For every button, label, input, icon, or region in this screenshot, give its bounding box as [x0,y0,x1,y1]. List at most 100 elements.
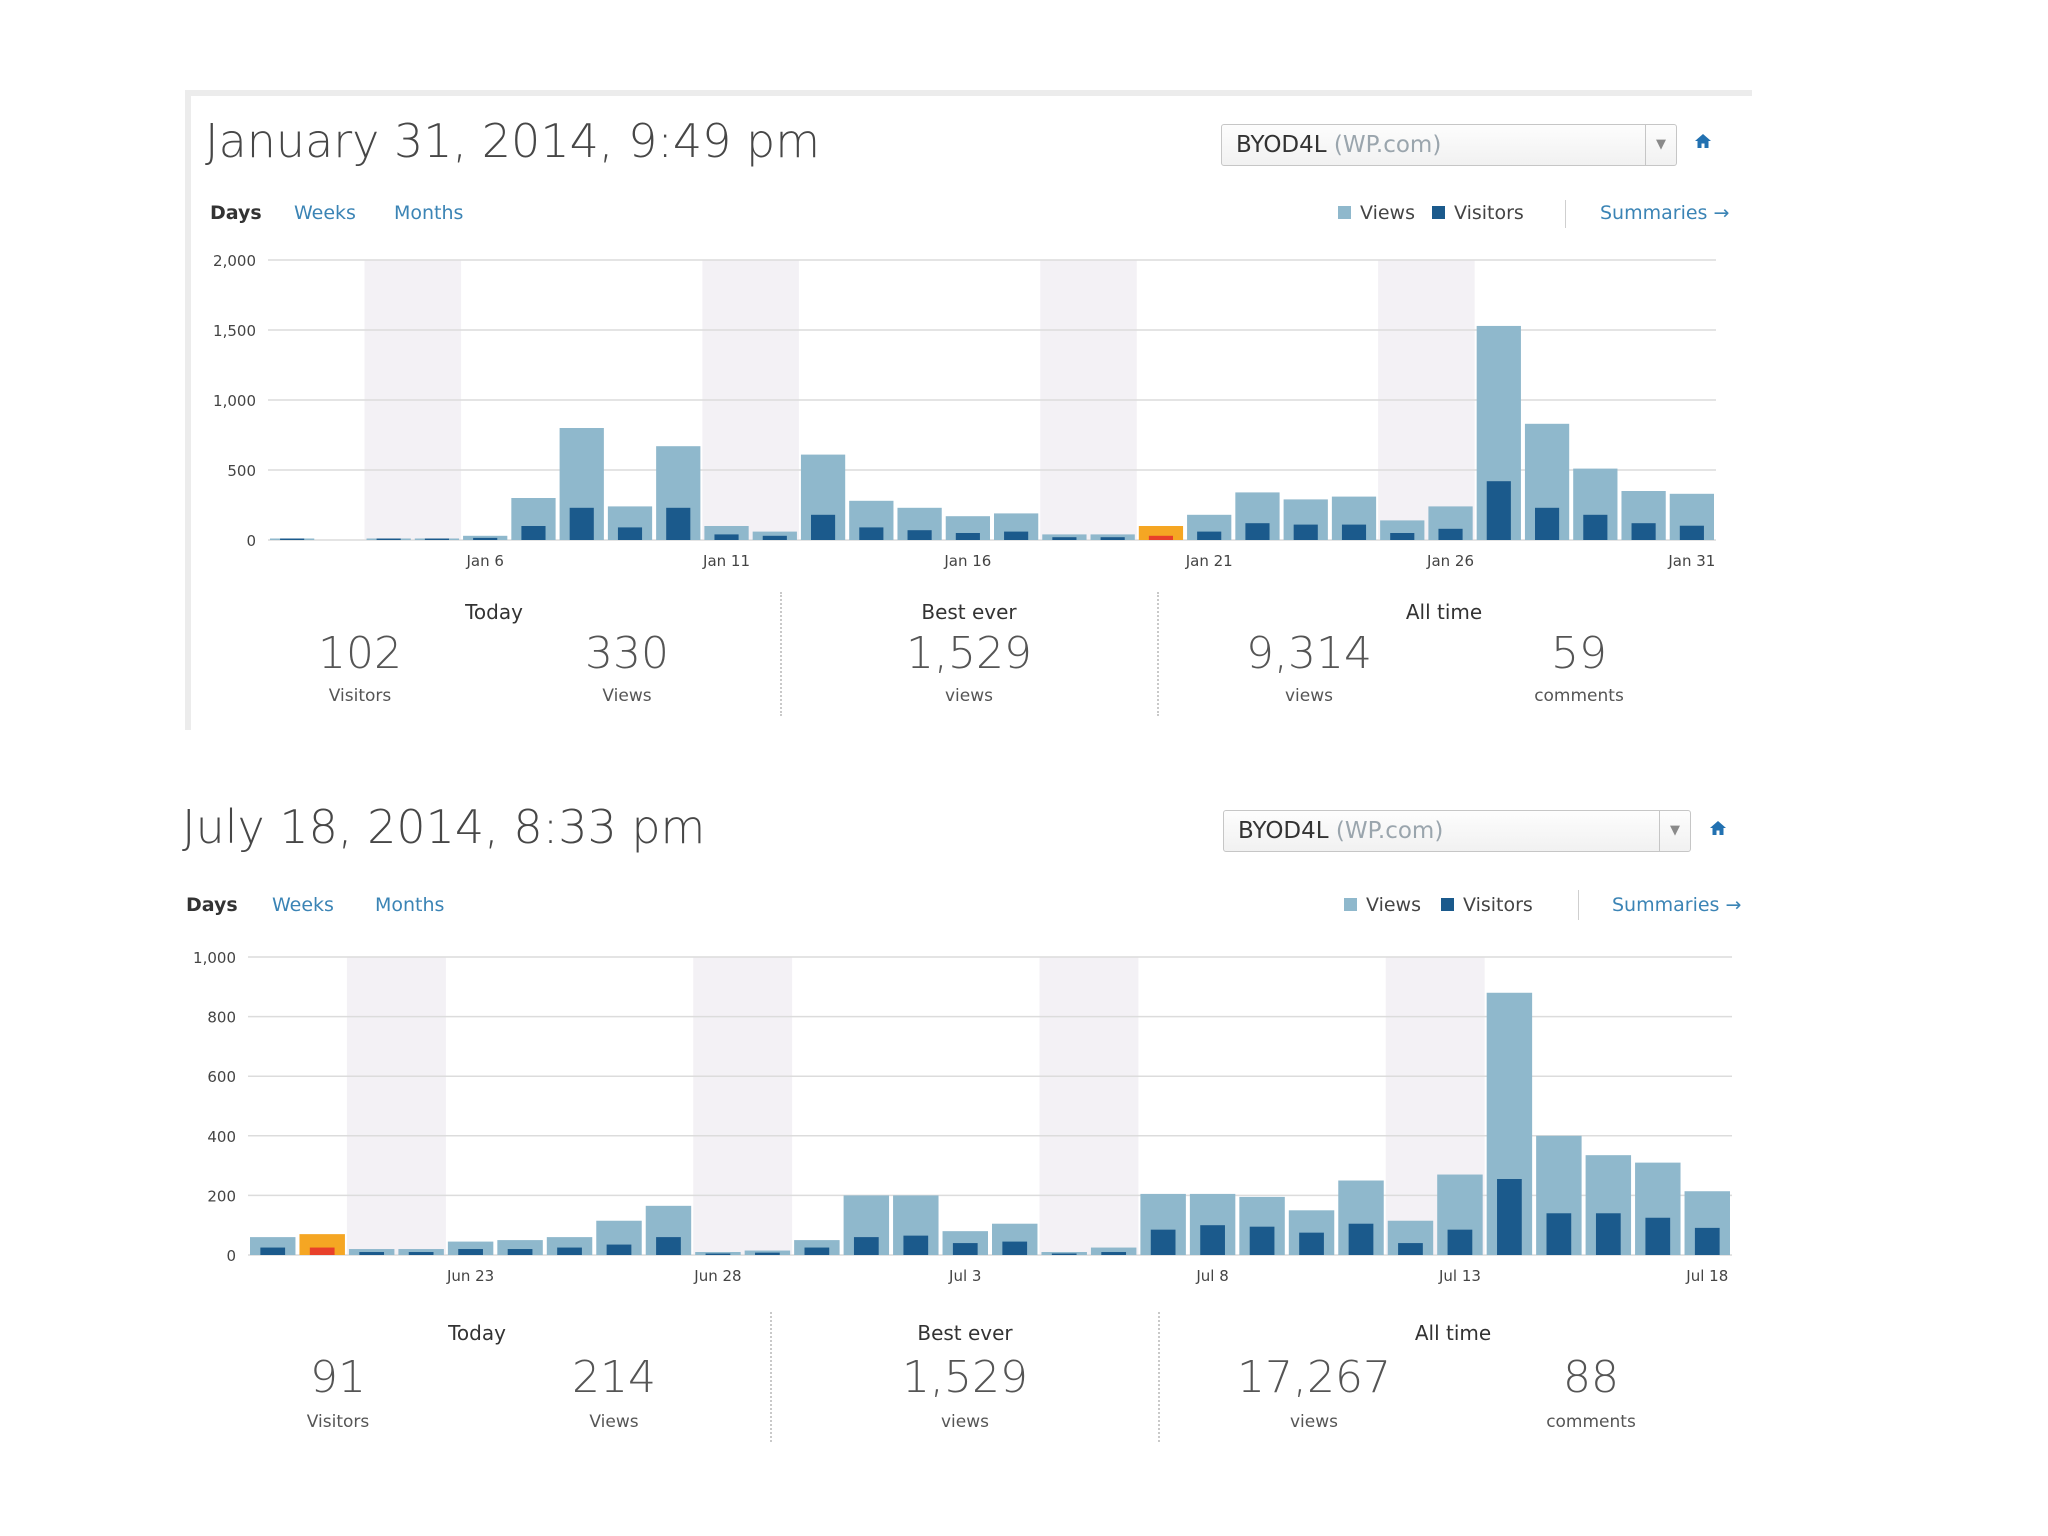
stat-all-views: 9,314 [1246,628,1372,679]
legend-visitors-label: Visitors [1454,202,1524,224]
visitors-bar [1546,1213,1572,1255]
tab-days[interactable]: Days [186,894,238,916]
visitors-bar [1398,1243,1423,1255]
x-tick-label: Jan 21 [1185,552,1233,570]
panel1-frame-left [185,90,191,730]
visitors-swatch [1432,205,1445,219]
visitors-bar [656,1237,681,1255]
page-title: July 18, 2014, 8:33 pm [182,800,706,854]
tab-weeks[interactable]: Weeks [294,202,356,224]
tab-weeks[interactable]: Weeks [272,894,334,916]
visitors-bar [1299,1232,1324,1255]
chevron-down-icon[interactable]: ▼ [1645,125,1676,165]
visitors-bar [666,507,691,540]
visitors-bar [569,507,594,540]
views-bar [1090,1247,1137,1255]
stat-today-visitors: 91 [310,1352,366,1403]
site-select[interactable]: BYOD4L (WP.com) ▼ [1223,810,1691,852]
visitors-bar [804,1247,830,1255]
visitors-bar [705,1253,731,1255]
visitors-bar [859,527,884,540]
y-tick-label: 0 [226,1247,236,1265]
visitors-bar [1595,1213,1621,1255]
stat-all-heading: All time [1405,600,1483,624]
legend-views: Views [1344,894,1421,916]
views-swatch [1338,205,1351,219]
site-select[interactable]: BYOD4L (WP.com) ▼ [1221,124,1677,166]
visitors-bar [309,1247,335,1255]
home-icon[interactable] [1709,819,1727,842]
stat-today-visitors-label: Visitors [328,686,392,706]
stat-divider [1158,1312,1160,1442]
chart-panel2: 1,000 800 600 400 200 0 Jun 23 Jun 28 Jul 3 Jul 8… [193,949,1732,1285]
visitors-bar [557,1247,582,1255]
legend-visitors-label: Visitors [1463,894,1533,916]
visitors-bar [1535,507,1560,540]
visitors-bar [376,538,401,540]
legend-views-label: Views [1366,894,1421,916]
x-tick-label: Jan 6 [465,552,503,570]
x-tick-label: Jan 16 [943,552,991,570]
stat-all-views: 17,267 [1237,1352,1391,1403]
summaries-link[interactable]: Summaries → [1600,202,1729,224]
page-title: January 31, 2014, 9:49 pm [205,114,821,168]
visitors-bar [280,538,305,540]
y-tick-label: 1,500 [213,322,256,340]
views-swatch [1344,897,1357,911]
visitors-bar [507,1249,533,1255]
tab-months[interactable]: Months [394,202,464,224]
weekend-band [346,957,446,1255]
visitors-bar [907,530,932,540]
visitors-bar [1197,531,1222,540]
visitors-bar [1631,523,1656,540]
visitors-bar [1004,531,1029,540]
stat-divider [780,592,782,716]
visitors-bar [617,527,643,540]
stat-today-heading: Today [465,600,523,624]
home-icon[interactable] [1694,132,1712,155]
stat-all-views-label: views [1289,1412,1339,1432]
chart-panel1: 2,000 1,500 1,000 500 0 Jan 6 Jan 11 Jan 16 Jan … [213,252,1716,570]
site-suffix: (WP.com) [1333,132,1442,158]
panel1-frame-top [185,90,1752,96]
stat-today-views-label: Views [602,686,652,706]
visitors-bar [1348,1223,1374,1255]
stat-best-views: 1,529 [902,1352,1028,1403]
summaries-label: Summaries [1612,894,1720,916]
chevron-down-icon[interactable]: ▼ [1659,811,1690,851]
stat-best-views-label: views [940,1412,990,1432]
visitors-bar [903,1235,929,1255]
arrow-right-icon: → [1725,894,1742,916]
tab-days[interactable]: Days [210,202,262,224]
visitors-bar [473,537,498,540]
stat-all-views-label: views [1284,686,1334,706]
stat-today-views-label: Views [589,1412,639,1432]
y-tick-label: 1,000 [213,392,256,410]
site-suffix: (WP.com) [1335,818,1444,844]
stat-divider [770,1312,772,1442]
summaries-label: Summaries [1600,202,1708,224]
visitors-bar [1051,1253,1077,1255]
x-tick-label: Jan 31 [1667,552,1715,570]
legend-views: Views [1338,202,1415,224]
stat-today-views: 330 [585,628,669,679]
visitors-bar [1150,1229,1176,1255]
visitors-bar [755,1252,780,1255]
visitors-bar [260,1247,286,1255]
visitors-bar [359,1252,385,1255]
stat-best-views: 1,529 [906,628,1032,679]
visitors-bar [1002,1241,1028,1255]
stat-today-visitors-label: Visitors [306,1412,370,1432]
visitors-bar [521,526,546,540]
x-tick-label: Jul 13 [1438,1267,1481,1285]
visitors-bar [1148,535,1173,540]
y-tick-label: 400 [207,1128,236,1146]
summaries-link[interactable]: Summaries → [1612,894,1741,916]
weekend-band [1039,957,1139,1255]
y-tick-label: 500 [227,462,256,480]
x-tick-label: Jul 18 [1685,1267,1728,1285]
visitors-bar [811,514,836,540]
site-name: BYOD4L [1236,132,1327,158]
y-tick-label: 800 [207,1009,236,1027]
tab-months[interactable]: Months [375,894,445,916]
